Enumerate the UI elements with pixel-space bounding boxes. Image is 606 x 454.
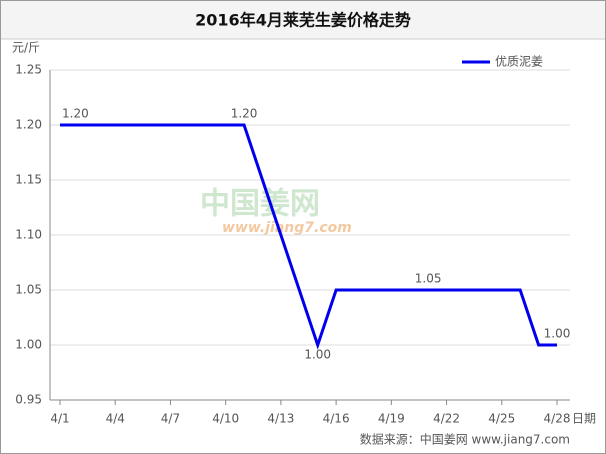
y-tick-label: 0.95 — [15, 393, 42, 407]
x-tick-label: 4/13 — [267, 412, 294, 426]
x-tick-label: 4/1 — [50, 412, 69, 426]
x-tick-label: 4/10 — [212, 412, 239, 426]
legend-label: 优质泥姜 — [495, 55, 543, 69]
y-tick-label: 1.15 — [15, 173, 42, 187]
watermark: www.jiang7.com — [222, 220, 352, 236]
y-tick-label: 1.25 — [15, 63, 42, 77]
source: 数据来源：中国姜网 www.jiang7.com — [360, 432, 570, 447]
y-tick-label: 1.20 — [15, 118, 42, 132]
data-label: 1.00 — [304, 348, 331, 362]
y-tick-label: 1.10 — [15, 228, 42, 242]
data-label: 1.00 — [544, 327, 571, 341]
y-unit: 元/斤 — [12, 41, 40, 55]
y-tick-label: 1.05 — [15, 283, 42, 297]
x-tick-label: 4/16 — [323, 412, 350, 426]
data-label: 1.05 — [415, 272, 442, 286]
watermark: 中国姜网 — [200, 187, 320, 222]
y-tick-label: 1.00 — [15, 338, 42, 352]
x-tick-label: 4/22 — [433, 412, 460, 426]
x-tick-label: 4/19 — [378, 412, 405, 426]
chart-title: 2016年4月莱芜生姜价格走势 — [195, 11, 411, 30]
x-tick-label: 4/4 — [106, 412, 125, 426]
title-bar — [1, 1, 605, 39]
x-tick-label: 4/7 — [161, 412, 180, 426]
data-label: 1.20 — [62, 107, 89, 121]
line — [60, 123, 557, 350]
x-tick-label: 4/28 — [544, 412, 571, 426]
x-tick-label: 4/25 — [488, 412, 515, 426]
data-label: 1.20 — [231, 107, 258, 121]
x-label: 日期 — [572, 412, 596, 426]
